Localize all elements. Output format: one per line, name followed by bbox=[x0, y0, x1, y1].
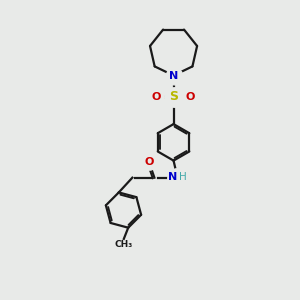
Text: O: O bbox=[144, 158, 154, 167]
Text: N: N bbox=[169, 70, 178, 80]
Text: N: N bbox=[168, 172, 177, 182]
Text: S: S bbox=[169, 90, 178, 103]
Text: O: O bbox=[152, 92, 161, 102]
Text: O: O bbox=[186, 92, 195, 102]
Text: CH₃: CH₃ bbox=[115, 240, 133, 249]
Text: H: H bbox=[179, 172, 187, 182]
